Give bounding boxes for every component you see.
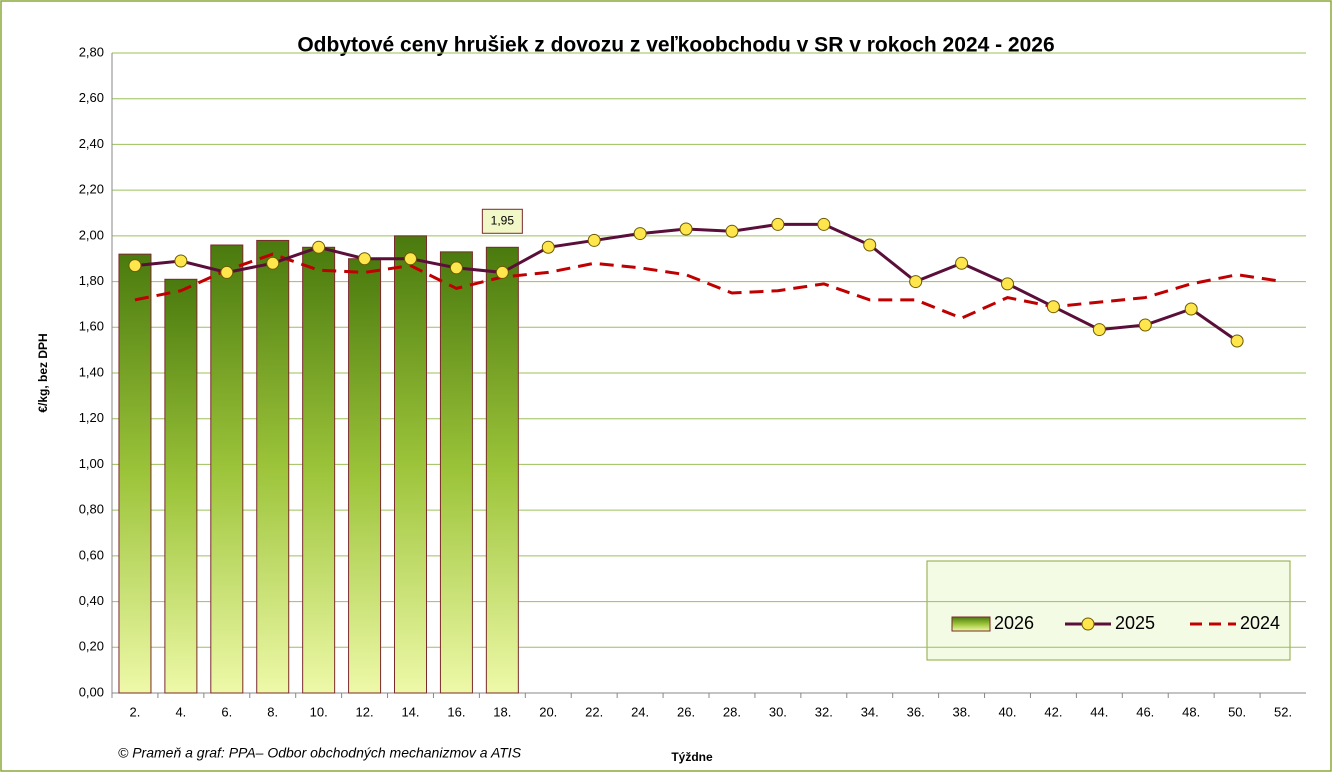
x-tick-label: 16.	[447, 704, 465, 719]
x-tick-label: 34.	[861, 704, 879, 719]
x-tick-label: 4.	[175, 704, 186, 719]
legend-box	[926, 560, 1291, 661]
marker	[1001, 277, 1014, 291]
x-tick-label: 24.	[631, 704, 649, 719]
marker	[679, 222, 693, 236]
marker	[1138, 318, 1152, 332]
x-tick-label: 52.	[1274, 704, 1292, 719]
bar	[118, 253, 152, 694]
bar	[210, 244, 244, 694]
x-tick-label: 44.	[1090, 704, 1108, 719]
marker	[909, 275, 923, 289]
x-tick-label: 10.	[310, 704, 328, 719]
chart-title: Odbytové ceny hrušiek z dovozu z veľkoob…	[297, 34, 1054, 57]
y-tick-label: 1,00	[79, 456, 104, 471]
source-note: © Prameň a graf: PPA– Odbor obchodných m…	[118, 745, 522, 761]
x-tick-label: 8.	[267, 704, 278, 719]
legend-swatch	[951, 616, 991, 632]
marker	[633, 227, 647, 241]
marker	[404, 252, 417, 266]
x-tick-label: 42.	[1044, 704, 1062, 719]
y-tick-label: 1,40	[79, 364, 104, 379]
x-tick-label: 48.	[1182, 704, 1200, 719]
x-tick-label: 50.	[1228, 704, 1246, 719]
data-label-box	[481, 208, 523, 234]
bar	[164, 278, 198, 694]
x-tick-label: 6.	[221, 704, 232, 719]
y-tick-label: 0,40	[79, 593, 104, 608]
x-tick-label: 2.	[130, 704, 141, 719]
bar	[394, 235, 427, 694]
y-tick-label: 1,20	[79, 410, 104, 425]
y-tick-label: 2,60	[79, 90, 104, 105]
bar	[485, 246, 519, 694]
y-tick-label: 0,20	[79, 639, 104, 654]
y-tick-label: 2,00	[79, 227, 104, 242]
x-tick-label: 28.	[723, 704, 741, 719]
x-axis-label: Týždne	[671, 750, 713, 764]
marker	[817, 217, 831, 231]
y-tick-label: 2,20	[79, 182, 104, 197]
data-label: 1,95	[491, 213, 515, 227]
marker	[863, 238, 877, 252]
y-tick-label: 0,00	[79, 684, 104, 699]
y-axis-label: €/kg, bez DPH	[36, 333, 50, 412]
marker	[955, 256, 969, 270]
line-series	[134, 252, 1284, 320]
x-tick-label: 22.	[585, 704, 603, 719]
x-tick-label: 18.	[493, 704, 511, 719]
y-tick-label: 0,80	[79, 502, 104, 517]
marker	[449, 261, 463, 275]
marker	[541, 240, 555, 254]
marker	[587, 233, 601, 247]
marker	[1092, 323, 1106, 337]
marker	[266, 256, 280, 270]
y-tick-label: 2,40	[79, 136, 104, 151]
x-tick-label: 12.	[356, 704, 374, 719]
y-tick-label: 1,60	[79, 319, 104, 334]
marker	[1184, 302, 1198, 316]
marker	[1046, 300, 1060, 314]
x-tick-label: 14.	[401, 704, 419, 719]
x-tick-label: 36.	[907, 704, 925, 719]
x-tick-label: 32.	[815, 704, 833, 719]
marker	[174, 254, 188, 268]
legend-label: 2024	[1240, 613, 1280, 633]
bar	[348, 258, 382, 694]
y-tick-label: 1,80	[79, 273, 104, 288]
y-tick-label: 0,60	[79, 547, 104, 562]
legend-marker	[1081, 617, 1095, 631]
x-tick-label: 26.	[677, 704, 695, 719]
bar	[302, 246, 336, 694]
marker	[771, 217, 785, 231]
bar	[256, 239, 290, 694]
marker	[220, 265, 234, 279]
marker	[1230, 334, 1244, 348]
marker	[128, 259, 142, 273]
x-tick-label: 20.	[539, 704, 557, 719]
marker	[358, 252, 372, 266]
legend-label: 2025	[1115, 613, 1155, 633]
bar	[439, 251, 473, 694]
marker	[725, 224, 739, 238]
x-tick-label: 46.	[1136, 704, 1154, 719]
x-tick-label: 38.	[953, 704, 971, 719]
x-tick-label: 40.	[998, 704, 1016, 719]
marker	[495, 265, 509, 279]
marker	[312, 240, 326, 254]
legend-label: 2026	[994, 613, 1034, 633]
x-tick-label: 30.	[769, 704, 787, 719]
y-tick-label: 2,80	[79, 44, 104, 59]
